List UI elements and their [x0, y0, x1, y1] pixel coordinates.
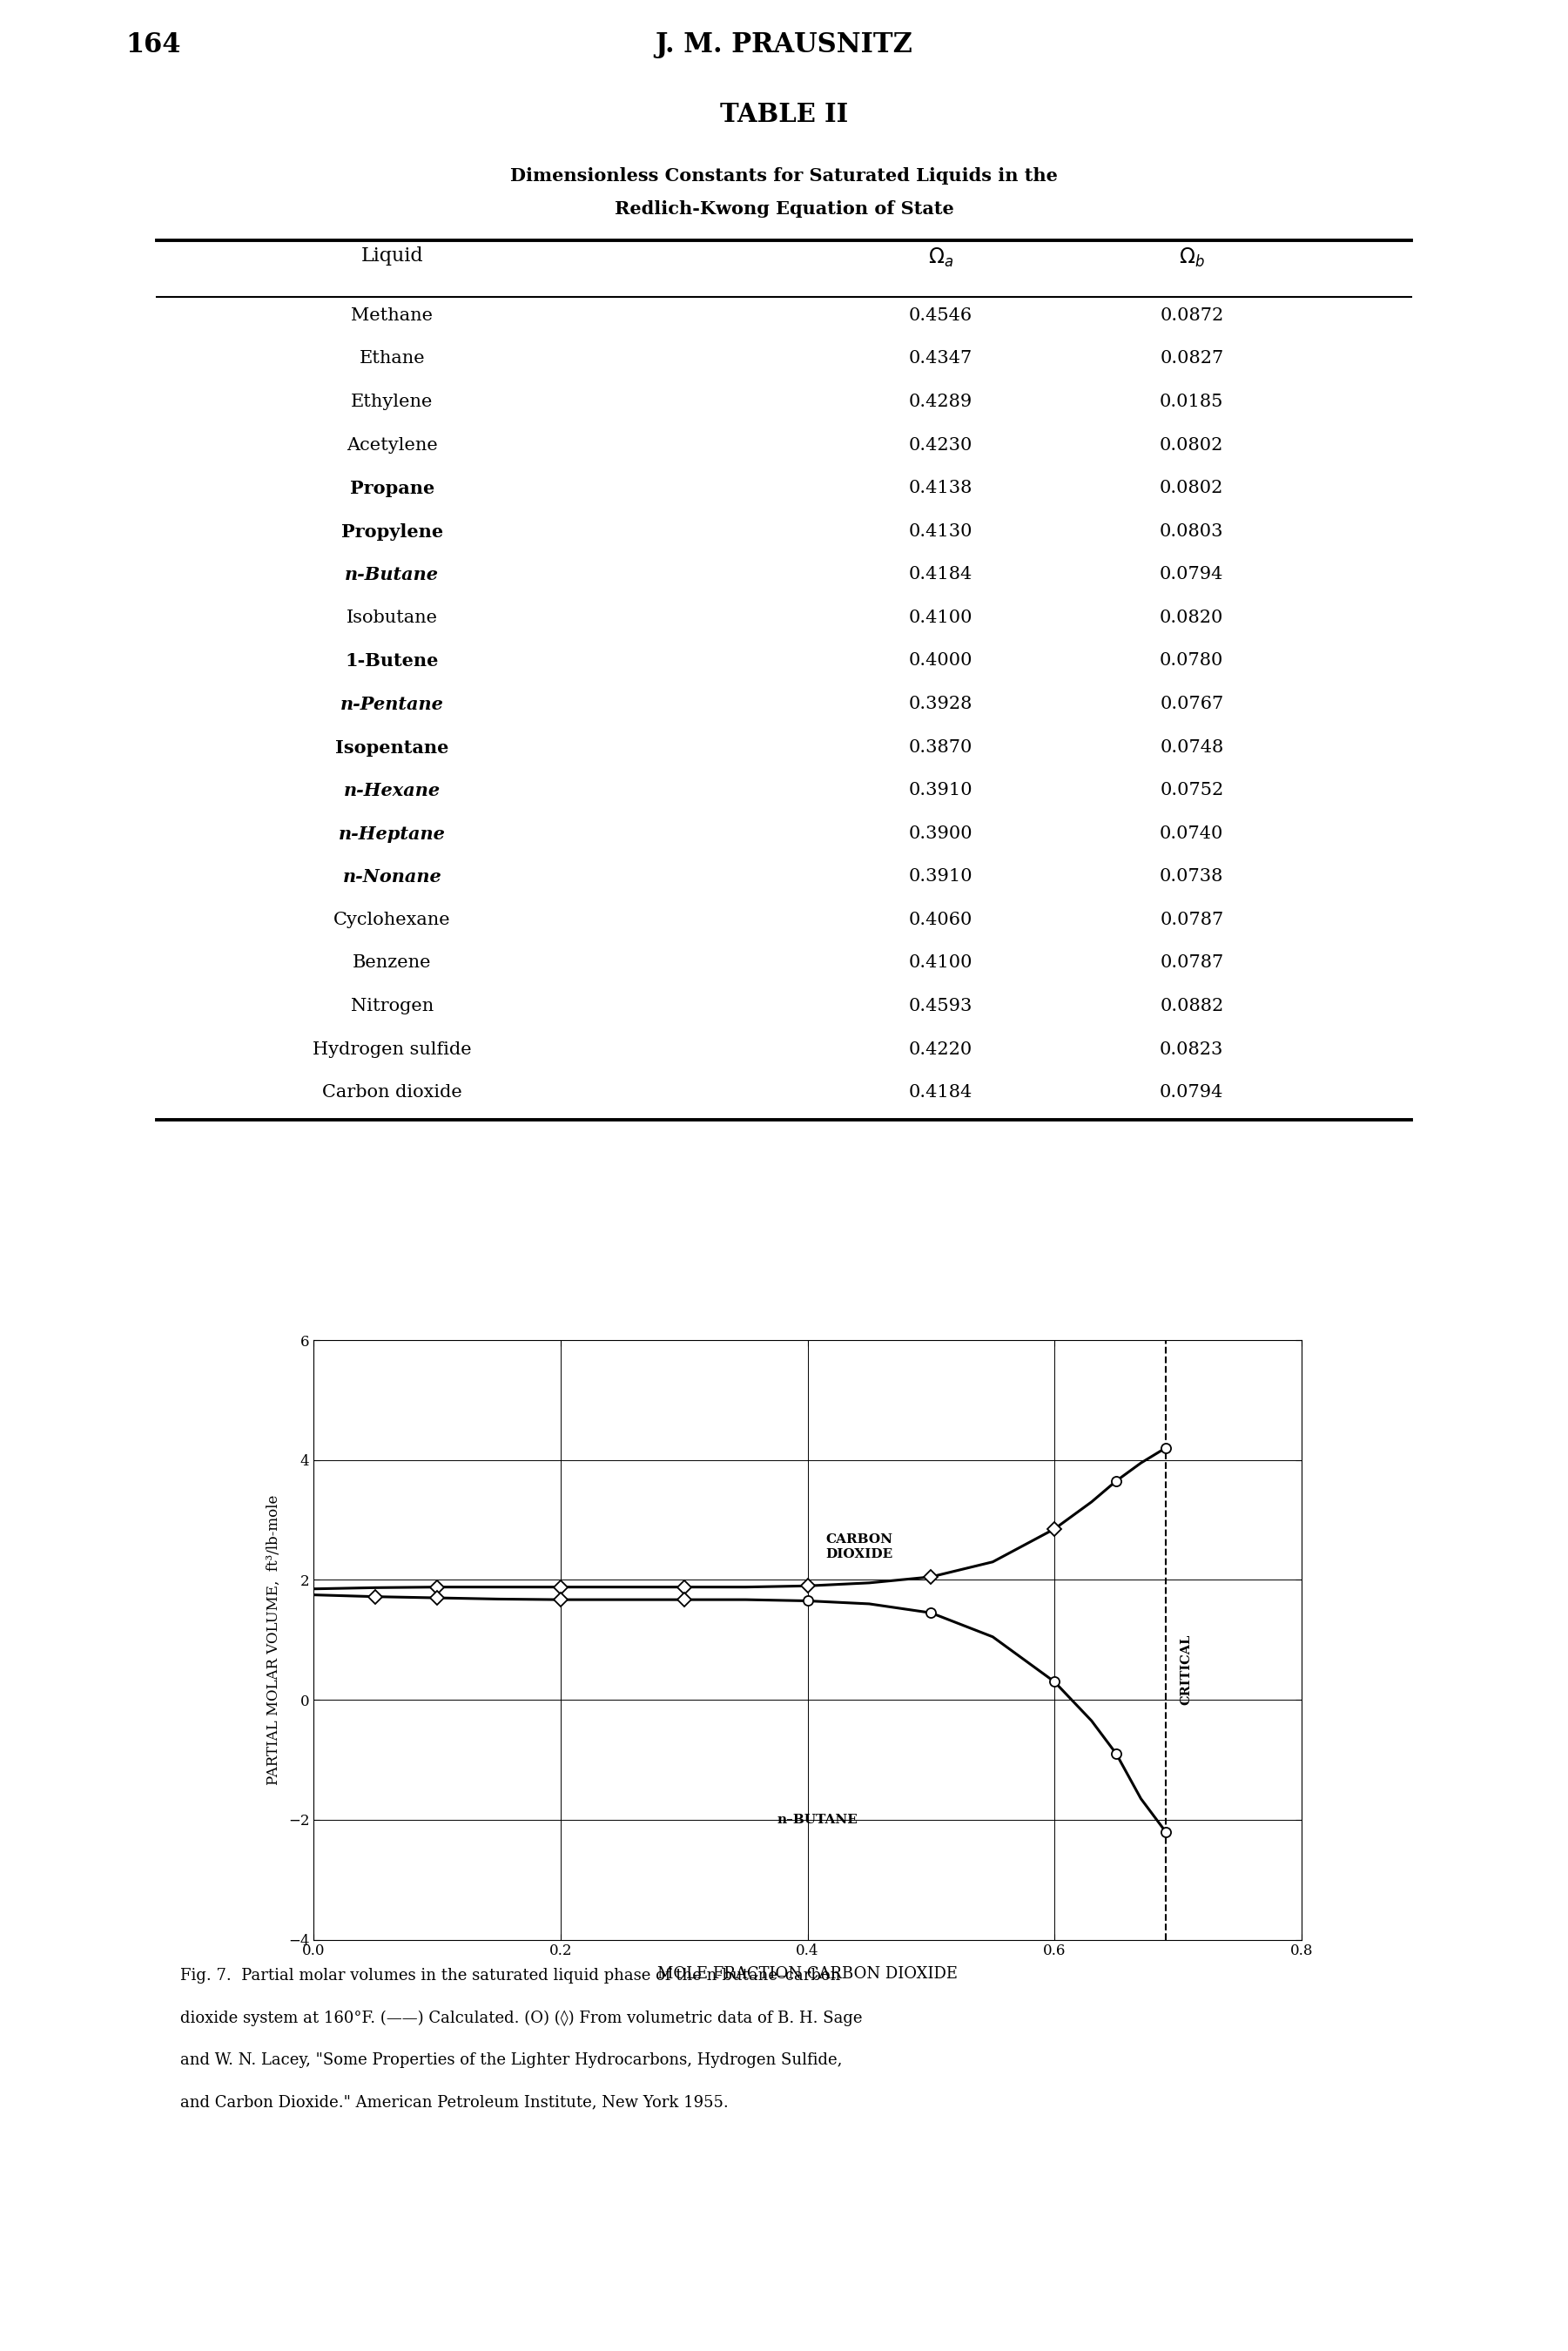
Text: Isopentane: Isopentane	[336, 738, 448, 757]
Text: 0.0748: 0.0748	[1160, 738, 1223, 755]
Text: 0.4138: 0.4138	[909, 480, 972, 496]
Text: n-Butane: n-Butane	[345, 567, 439, 583]
Text: 0.0820: 0.0820	[1160, 609, 1223, 625]
Text: 0.0794: 0.0794	[1160, 1084, 1223, 1100]
Text: 0.4000: 0.4000	[909, 654, 972, 670]
Text: and Carbon Dioxide." American Petroleum Institute, New York 1955.: and Carbon Dioxide." American Petroleum …	[180, 2095, 729, 2111]
Text: n-Pentane: n-Pentane	[340, 696, 444, 712]
Text: 0.0802: 0.0802	[1160, 480, 1223, 496]
Text: 0.0787: 0.0787	[1160, 912, 1223, 929]
Text: 0.4130: 0.4130	[909, 522, 972, 541]
Text: 0.4347: 0.4347	[909, 350, 972, 367]
Text: J. M. PRAUSNITZ: J. M. PRAUSNITZ	[655, 31, 913, 59]
Text: 0.3870: 0.3870	[909, 738, 972, 755]
Text: 0.4100: 0.4100	[909, 955, 972, 971]
Text: Cyclohexane: Cyclohexane	[334, 912, 450, 929]
Text: 0.0767: 0.0767	[1160, 696, 1223, 712]
Text: 0.0780: 0.0780	[1160, 654, 1223, 670]
Text: 0.4100: 0.4100	[909, 609, 972, 625]
Text: 0.0827: 0.0827	[1160, 350, 1223, 367]
Text: Carbon dioxide: Carbon dioxide	[321, 1084, 463, 1100]
Text: TABLE II: TABLE II	[720, 101, 848, 127]
Text: 0.3910: 0.3910	[909, 783, 972, 799]
Text: 0.4593: 0.4593	[909, 997, 972, 1013]
Text: 0.4546: 0.4546	[909, 308, 972, 324]
Text: 0.0803: 0.0803	[1160, 522, 1223, 541]
Text: n-Nonane: n-Nonane	[342, 868, 442, 886]
Text: Propylene: Propylene	[340, 522, 444, 541]
Text: 0.0794: 0.0794	[1160, 567, 1223, 583]
Text: Acetylene: Acetylene	[347, 437, 437, 454]
Y-axis label: PARTIAL MOLAR VOLUME,  ft³/lb-mole: PARTIAL MOLAR VOLUME, ft³/lb-mole	[267, 1495, 281, 1784]
Text: Dimensionless Constants for Saturated Liquids in the: Dimensionless Constants for Saturated Li…	[510, 167, 1058, 186]
Text: CRITICAL: CRITICAL	[1181, 1634, 1193, 1704]
Text: and W. N. Lacey, "Some Properties of the Lighter Hydrocarbons, Hydrogen Sulfide,: and W. N. Lacey, "Some Properties of the…	[180, 2052, 842, 2069]
Text: n–BUTANE: n–BUTANE	[776, 1813, 858, 1827]
Text: CARBON
DIOXIDE: CARBON DIOXIDE	[826, 1533, 894, 1561]
Text: 164: 164	[125, 31, 180, 59]
Text: n-Heptane: n-Heptane	[339, 825, 445, 842]
Text: Benzene: Benzene	[353, 955, 431, 971]
Text: Nitrogen: Nitrogen	[351, 997, 433, 1013]
Text: Liquid: Liquid	[361, 247, 423, 266]
Text: 0.4184: 0.4184	[909, 1084, 972, 1100]
Text: $\Omega_a$: $\Omega_a$	[928, 247, 953, 268]
Text: dioxide system at 160°F. (——) Calculated. (O) (◊) From volumetric data of B. H. : dioxide system at 160°F. (——) Calculated…	[180, 2010, 862, 2027]
Text: Ethylene: Ethylene	[351, 393, 433, 409]
Text: Fig. 7.  Partial molar volumes in the saturated liquid phase of the n-butane–car: Fig. 7. Partial molar volumes in the sat…	[180, 1968, 840, 1984]
Text: 0.0185: 0.0185	[1160, 393, 1223, 409]
Text: 1-Butene: 1-Butene	[345, 654, 439, 670]
Text: 0.4220: 0.4220	[909, 1041, 972, 1058]
Text: 0.0752: 0.0752	[1160, 783, 1223, 799]
Text: 0.0872: 0.0872	[1160, 308, 1223, 324]
Text: 0.3928: 0.3928	[909, 696, 972, 712]
Text: 0.3910: 0.3910	[909, 868, 972, 884]
Text: 0.0740: 0.0740	[1160, 825, 1223, 842]
Text: 0.0802: 0.0802	[1160, 437, 1223, 454]
Text: 0.0787: 0.0787	[1160, 955, 1223, 971]
Text: Redlich-Kwong Equation of State: Redlich-Kwong Equation of State	[615, 200, 953, 219]
Text: Propane: Propane	[350, 480, 434, 498]
Text: 0.4060: 0.4060	[909, 912, 972, 929]
Text: 0.4230: 0.4230	[909, 437, 972, 454]
Text: 0.0738: 0.0738	[1160, 868, 1223, 884]
Text: $\Omega_b$: $\Omega_b$	[1179, 247, 1204, 268]
Text: Methane: Methane	[351, 308, 433, 324]
Text: 0.0823: 0.0823	[1160, 1041, 1223, 1058]
Text: 0.4184: 0.4184	[909, 567, 972, 583]
Text: Ethane: Ethane	[359, 350, 425, 367]
Text: 0.0882: 0.0882	[1160, 997, 1223, 1013]
Text: Hydrogen sulfide: Hydrogen sulfide	[312, 1041, 472, 1058]
Text: 0.4289: 0.4289	[909, 393, 972, 409]
Text: 0.3900: 0.3900	[909, 825, 972, 842]
Text: Isobutane: Isobutane	[347, 609, 437, 625]
Text: n-Hexane: n-Hexane	[343, 783, 441, 799]
X-axis label: MOLE FRACTION CARBON DIOXIDE: MOLE FRACTION CARBON DIOXIDE	[657, 1965, 958, 1982]
